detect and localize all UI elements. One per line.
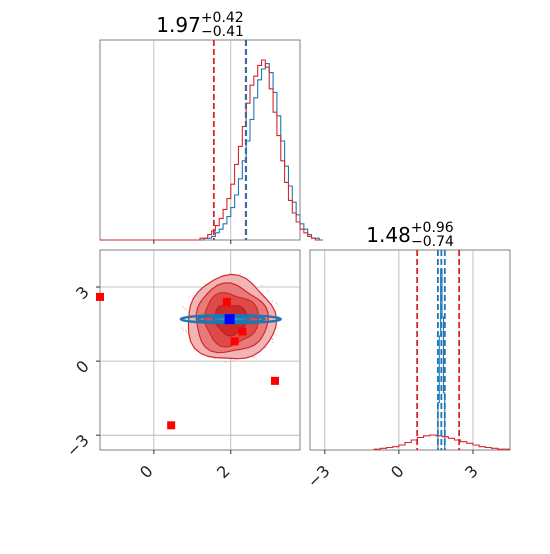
scatter-point [188, 295, 190, 298]
histogram-series [100, 59, 324, 241]
quantile-lines [212, 40, 248, 240]
tick-marks [96, 286, 232, 454]
scatter-point [253, 356, 256, 359]
scatter-point [185, 329, 187, 332]
quantile-lines [416, 250, 461, 450]
scatter-point [185, 330, 188, 333]
title-value: 1.48 [366, 223, 411, 247]
title-value: 1.97 [156, 13, 201, 37]
scatter-point [275, 302, 278, 304]
histogram-step-red [373, 434, 510, 450]
x-tick-label: −3 [304, 461, 334, 491]
panel-grid [324, 250, 474, 450]
histogram-panel-top-left: 1.97+0.42 −0.41 [99, 10, 324, 244]
scatter-point [271, 337, 274, 340]
title-plus: +0.96 [411, 220, 454, 236]
tick-marks [324, 450, 474, 454]
histogram-panel-bottom-right: −3 0 3 1.48+0.96 −0.74 [304, 220, 511, 492]
panel-title: 1.97+0.42 [156, 10, 243, 37]
panel-frame [99, 39, 301, 241]
x-tick-label: 0 [136, 461, 157, 482]
red-marker [222, 297, 231, 306]
scatter-point [182, 306, 184, 308]
red-marker [230, 337, 239, 346]
y-tick-label: −3 [63, 431, 93, 461]
title-minus: −0.41 [201, 24, 244, 40]
title-minus: −0.74 [411, 234, 454, 250]
red-marker [167, 421, 176, 430]
panel-grid [153, 40, 232, 240]
scatter-point [266, 290, 269, 292]
histogram-step [100, 59, 324, 241]
scatter-point [183, 307, 186, 310]
blue-marker [224, 314, 235, 325]
scatter-point [271, 300, 274, 302]
red-marker [96, 292, 104, 301]
red-marker [238, 327, 247, 336]
y-tick-label: 0 [72, 357, 93, 378]
panel-frame [309, 249, 511, 451]
red-marker [271, 376, 279, 385]
y-tick-label: 3 [72, 282, 93, 303]
y-tick-labels: −3 0 3 [63, 282, 93, 460]
x-tick-label: 3 [461, 461, 482, 482]
scatter-point [224, 361, 227, 363]
x-tick-label: 0 [387, 461, 408, 482]
scatter-point [213, 357, 216, 360]
markers [96, 292, 279, 430]
x-tick-label: 2 [213, 461, 234, 482]
x-tick-labels: −3 0 3 [304, 461, 482, 491]
scatter-point [182, 329, 185, 332]
panel-title: 1.48+0.96 [366, 220, 454, 247]
scatter-point [185, 309, 188, 311]
tick-marks [153, 240, 232, 244]
scatter-point [260, 284, 263, 287]
title-plus: +0.42 [201, 10, 244, 26]
scatter-point [181, 327, 183, 329]
scatter-point [233, 359, 235, 362]
scatter-point [272, 341, 274, 344]
